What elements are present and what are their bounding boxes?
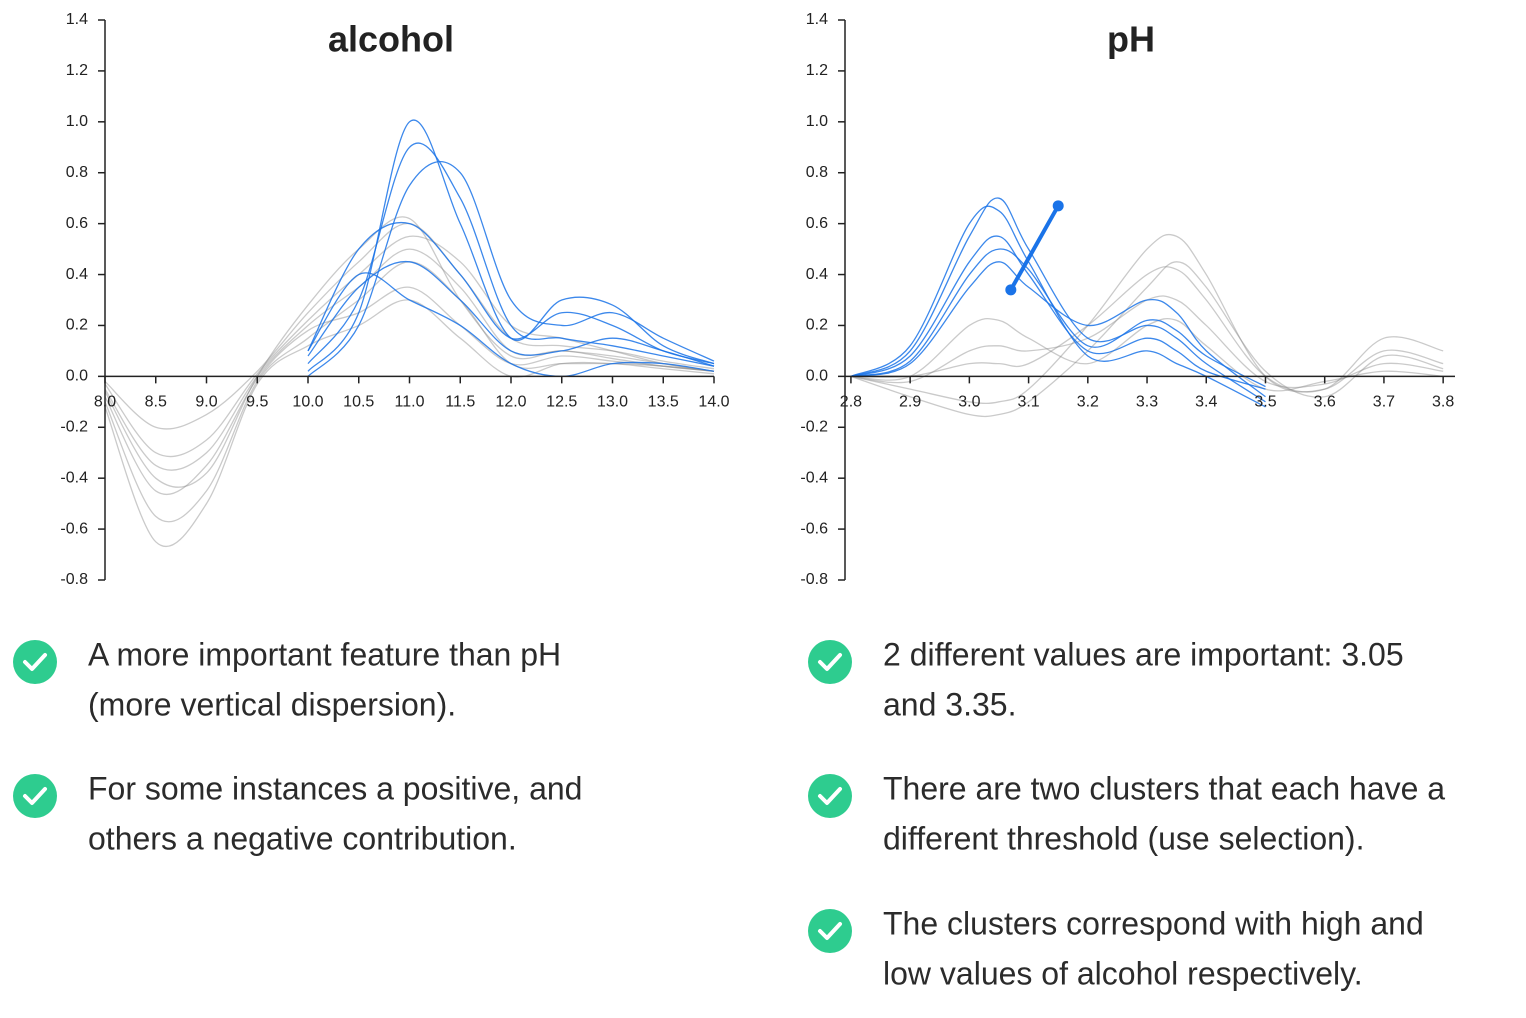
selection-line [1009, 204, 1060, 291]
check-mark [23, 653, 47, 671]
bullet-text: and 3.35. [883, 686, 1016, 722]
x-tick-label: 3.1 [1017, 394, 1039, 411]
bullet-text: There are two clusters that each have a [883, 770, 1445, 806]
bullet-text: different threshold (use selection). [883, 820, 1364, 856]
bullet-text: low values of alcohol respectively. [883, 955, 1363, 991]
y-tick-label: 1.2 [66, 62, 88, 79]
check-icon [808, 909, 852, 953]
x-tick-label: 10.0 [292, 394, 323, 411]
curve [307, 119, 715, 372]
chart-title: alcohol [328, 19, 454, 60]
y-tick-label: 0.4 [806, 266, 828, 283]
x-tick-label: 13.5 [648, 394, 679, 411]
x-tick-label: 3.4 [1195, 394, 1217, 411]
y-tick-label: 0.8 [806, 164, 828, 181]
chart-title: pH [1107, 19, 1155, 60]
bullet-item: A more important feature than pH (more ve… [13, 636, 561, 722]
x-tick-label: 10.5 [343, 394, 374, 411]
y-tick-label: 1.4 [66, 11, 88, 28]
y-tick-label: 0.2 [66, 317, 88, 334]
selection-handle[interactable] [1005, 284, 1017, 296]
x-tick-label: 2.8 [840, 394, 862, 411]
curve [307, 142, 715, 367]
bullet-item: 2 different values are important: 3.05 an… [808, 636, 1404, 722]
x-tick-label: 3.2 [1077, 394, 1099, 411]
y-tick-label: 1.0 [806, 113, 828, 130]
curve [307, 221, 715, 365]
y-tick-label: -0.8 [800, 571, 828, 588]
curve [850, 261, 1444, 418]
y-tick-label: 0.6 [806, 215, 828, 232]
x-tick-label: 8.5 [145, 394, 167, 411]
curve [307, 161, 715, 377]
curve [104, 235, 715, 458]
x-tick-label: 3.3 [1136, 394, 1158, 411]
check-icon [808, 774, 852, 818]
x-tick-label: 3.6 [1314, 394, 1336, 411]
y-tick-label: -0.2 [60, 418, 88, 435]
check-mark [818, 653, 842, 671]
curve [104, 286, 715, 496]
chart: pH 1.4 1.2 1.0 0.8 0.6 0.4 0.2 0.0 -0.2 -0.4 -0.6 -0… [800, 11, 1455, 588]
curve [850, 197, 1266, 403]
bullet-text: (more vertical dispersion). [88, 686, 456, 722]
curve [307, 261, 715, 367]
bullet-item: There are two clusters that each have a d… [808, 770, 1445, 856]
x-tick-label: 13.0 [597, 394, 628, 411]
x-tick-label: 12.5 [546, 394, 577, 411]
x-tick-label: 3.5 [1254, 394, 1276, 411]
y-tick-label: -0.2 [800, 418, 828, 435]
curve [307, 272, 715, 378]
y-tick-label: -0.6 [800, 520, 828, 537]
check-mark [818, 922, 842, 940]
x-tick-label: 11.0 [395, 394, 425, 411]
y-tick-label: 1.4 [806, 11, 828, 28]
check-mark [818, 787, 842, 805]
check-icon [13, 774, 57, 818]
y-tick-label: -0.4 [60, 469, 88, 486]
x-tick-label: 2.9 [899, 394, 921, 411]
y-tick-label: 1.0 [66, 113, 88, 130]
y-tick-label: -0.6 [60, 520, 88, 537]
x-tick-label: 9.5 [246, 394, 268, 411]
check-icon [808, 640, 852, 684]
curve [104, 248, 715, 471]
bullet-text: A more important feature than pH [88, 636, 561, 672]
bullet-text: others a negative contribution. [88, 820, 517, 856]
x-tick-label: 11.5 [445, 394, 475, 411]
x-tick-label: 8.0 [94, 394, 116, 411]
x-tick-label: 3.0 [958, 394, 980, 411]
curve [104, 216, 715, 488]
y-tick-label: 0.8 [66, 164, 88, 181]
y-tick-label: 0.2 [806, 317, 828, 334]
bullet-text: The clusters correspond with high and [883, 905, 1424, 941]
curve [104, 261, 715, 523]
bullet-item: The clusters correspond with high and low… [808, 905, 1424, 991]
curve [850, 295, 1444, 389]
check-mark [23, 787, 47, 805]
y-tick-label: -0.4 [800, 469, 828, 486]
bullet-item: For some instances a positive, and others… [13, 770, 582, 856]
bullet-text: 2 different values are important: 3.05 [883, 636, 1404, 672]
y-tick-label: 0.6 [66, 215, 88, 232]
x-tick-label: 12.0 [495, 394, 526, 411]
y-tick-label: 1.2 [806, 62, 828, 79]
y-tick-label: 0.4 [66, 266, 88, 283]
x-tick-label: 3.7 [1373, 394, 1395, 411]
bullet-text: For some instances a positive, and [88, 770, 582, 806]
curve [850, 266, 1444, 393]
y-tick-label: 0.0 [66, 368, 88, 385]
y-tick-label: -0.8 [60, 571, 88, 588]
x-tick-label: 14.0 [698, 394, 729, 411]
check-icon [13, 640, 57, 684]
chart: alcohol 1.4 1.2 1.0 0.8 0.6 0.4 0.2 0.0 -0.2 -0.4 -… [60, 11, 729, 588]
y-tick-label: 0.0 [806, 368, 828, 385]
x-tick-label: 3.8 [1432, 394, 1454, 411]
selection-handle[interactable] [1052, 200, 1064, 212]
x-tick-label: 9.0 [195, 394, 217, 411]
curve [850, 233, 1444, 405]
curve [850, 248, 1266, 388]
curve [104, 299, 715, 548]
